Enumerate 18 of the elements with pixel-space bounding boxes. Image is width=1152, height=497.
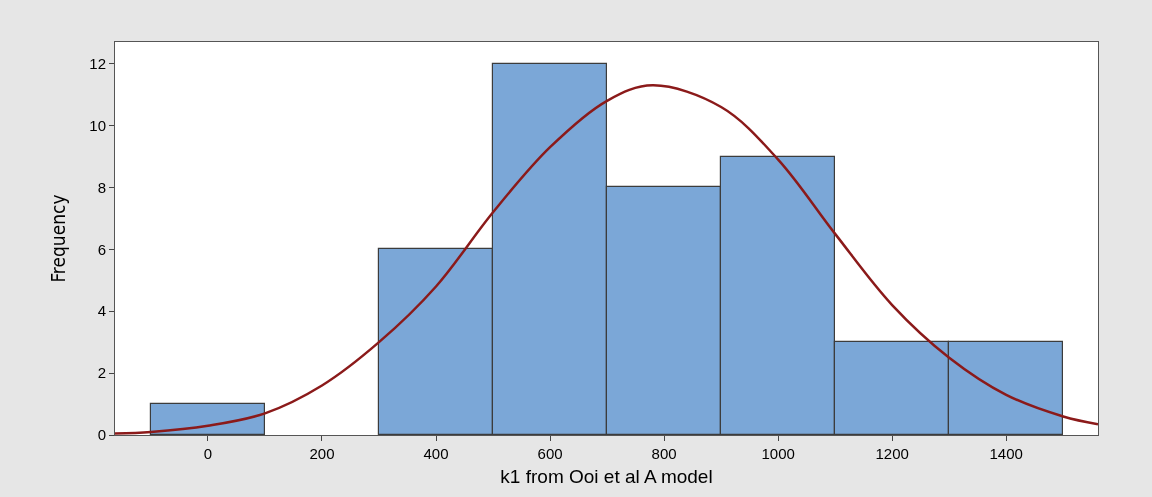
x-tick-label: 600 [537,445,563,462]
x-tick-label: 200 [309,445,335,462]
x-tick-label: 400 [423,445,449,462]
y-tick-label: 2 [97,364,106,382]
y-tick-label: 0 [97,426,106,444]
x-axis-title: k1 from Ooi et al A model [500,465,713,487]
y-tick-label: 4 [97,302,106,320]
x-tick-label: 1200 [875,445,909,462]
y-tick-label: 8 [97,178,106,196]
y-axis-title: Frequency [47,194,70,283]
y-tick-label: 6 [97,240,106,258]
x-tick-label: 800 [651,445,677,462]
line-series [115,84,1098,435]
x-tick-label: 0 [203,445,213,462]
y-tick-label: 12 [89,54,106,72]
x-tick-label: 1000 [761,445,795,462]
y-tick-label: 10 [89,116,106,134]
x-tick-label: 1400 [989,445,1023,462]
